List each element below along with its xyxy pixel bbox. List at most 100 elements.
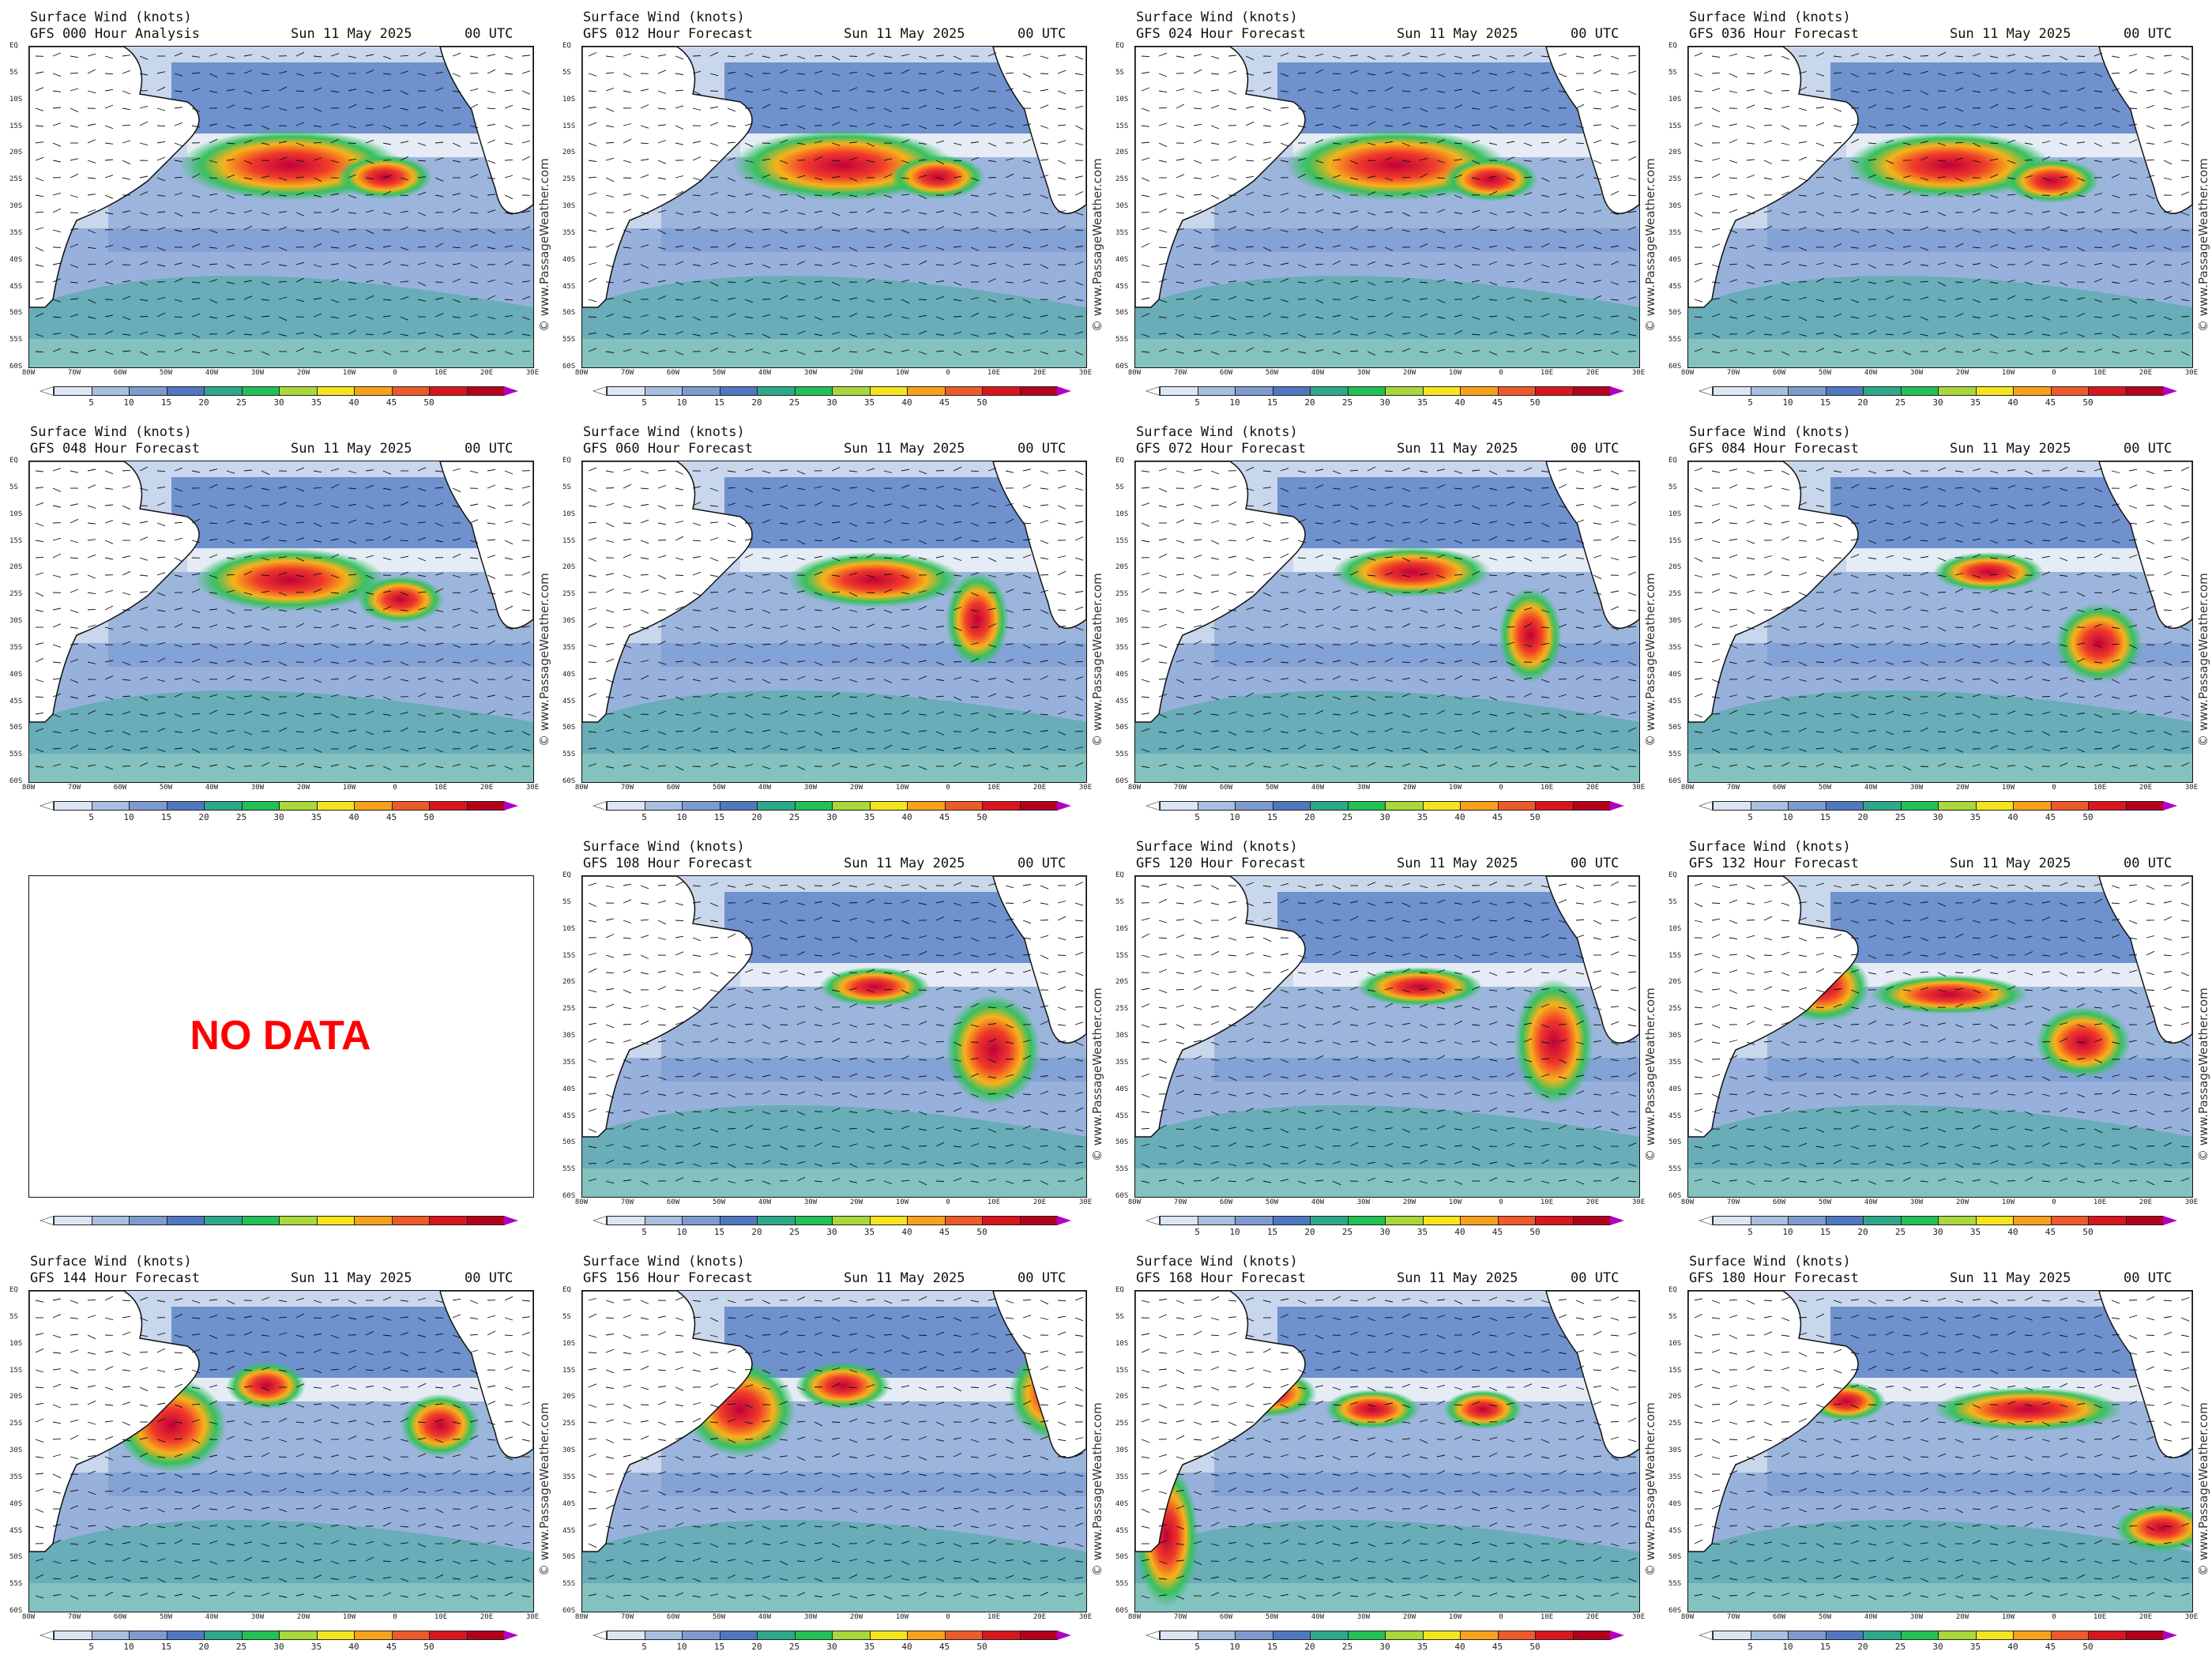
colorbar-tick-label: 35 <box>863 397 875 408</box>
forecast-panel: Surface Wind (knots) GFS 084 Hour Forecas… <box>1659 415 2212 830</box>
longitude-label: 20W <box>1402 369 1416 377</box>
latitude-label: 20S <box>9 1393 23 1401</box>
wind-map <box>581 1290 1087 1612</box>
latitude-label: 10S <box>1668 1339 1682 1348</box>
longitude-label: 20E <box>1033 1198 1047 1206</box>
latitude-label: 20S <box>1115 149 1129 157</box>
longitude-label: 50W <box>1265 1613 1279 1621</box>
colorbar-tick-label: 5 <box>1194 812 1200 822</box>
latitude-label: 25S <box>9 590 23 599</box>
latitude-label: 50S <box>1668 1553 1682 1562</box>
colorbar-segment <box>2050 386 2089 396</box>
latitude-label: 40S <box>562 1499 576 1508</box>
colorbar-segment <box>1197 386 1236 396</box>
credit-text: © www.PassageWeather.com <box>1643 573 1657 747</box>
latitude-label: 50S <box>9 724 23 732</box>
colorbar-segment <box>682 801 720 811</box>
colorbar-segment <box>279 1631 318 1640</box>
longitude-label: 70W <box>1726 369 1740 377</box>
longitude-label: 40W <box>758 1198 772 1206</box>
latitude-label: 35S <box>1668 1473 1682 1481</box>
latitude-label: 60S <box>562 1192 576 1200</box>
latitude-label: 60S <box>562 1607 576 1615</box>
colorbar-segment <box>391 1631 430 1640</box>
latitude-label: 5S <box>9 68 18 77</box>
latitude-label: 50S <box>9 1553 23 1562</box>
latitude-label: 40S <box>9 1499 23 1508</box>
colorbar-tick-label: 25 <box>788 812 800 822</box>
latitude-label: 30S <box>1115 202 1129 210</box>
colorbar-tick-label: 45 <box>939 1227 950 1237</box>
longitude-label: 70W <box>620 1198 634 1206</box>
colorbar-segment <box>1750 1631 1789 1640</box>
colorbar-segment <box>2125 1216 2164 1225</box>
longitude-label: 10E <box>2093 784 2107 792</box>
colorbar-segment <box>241 1216 280 1225</box>
latitude-label: 5S <box>1115 1312 1124 1321</box>
colorbar-segment <box>1347 1216 1386 1225</box>
colorbar-segment <box>1160 801 1198 811</box>
latitude-label: 50S <box>1115 1138 1129 1147</box>
longitude-label: 20E <box>2139 369 2153 377</box>
latitude-label: 55S <box>9 1580 23 1589</box>
colorbar-segment <box>1788 1216 1826 1225</box>
longitude-label: 60W <box>1219 1198 1233 1206</box>
latitude-label: 55S <box>1115 336 1129 344</box>
latitude-label: 5S <box>1115 897 1124 906</box>
forecast-panel: Surface Wind (knots) GFS 132 Hour Forecas… <box>1659 830 2212 1244</box>
longitude-label: 80W <box>1680 1198 1695 1206</box>
wind-speed-colorbar <box>592 386 1071 396</box>
colorbar-segment <box>129 386 167 396</box>
forecast-panel: Surface Wind (knots) GFS 036 Hour Forecas… <box>1659 0 2212 415</box>
colorbar-tick-label: 40 <box>2007 812 2018 822</box>
latitude-label: 30S <box>9 202 23 210</box>
latitude-label: 20S <box>562 1393 576 1401</box>
colorbar-under-arrow <box>592 386 607 396</box>
panel-subtitle: GFS 024 Hour Forecast Sun 11 May 2025 00 U… <box>1136 26 1619 42</box>
latitude-label: 10S <box>9 510 23 518</box>
longitude-label: 60W <box>666 784 680 792</box>
colorbar-over-arrow <box>504 386 518 396</box>
colorbar-segment <box>2088 801 2127 811</box>
latitude-label: 55S <box>1115 750 1129 759</box>
longitude-label: 80W <box>1680 369 1695 377</box>
panel-subtitle: GFS 072 Hour Forecast Sun 11 May 2025 00 U… <box>1136 441 1619 457</box>
longitude-label: 50W <box>1818 784 1832 792</box>
colorbar-tick-label: 5 <box>1747 1227 1753 1237</box>
colorbar-tick-label: 15 <box>713 1642 725 1652</box>
colorbar-tick-label: 45 <box>2045 812 2056 822</box>
colorbar-segment <box>2050 801 2089 811</box>
latitude-label: 30S <box>562 1032 576 1040</box>
colorbar-segment <box>1863 1216 1902 1225</box>
longitude-label: 40W <box>205 784 219 792</box>
panel-title: Surface Wind (knots) <box>583 839 745 855</box>
colorbar-tick-label: 35 <box>1416 397 1428 408</box>
latitude-label: 5S <box>1115 68 1124 77</box>
colorbar-tick-label: 25 <box>1894 1227 1906 1237</box>
latitude-label: 25S <box>1668 175 1682 184</box>
colorbar-tick-label: 25 <box>1341 1642 1353 1652</box>
credit-text: © www.PassageWeather.com <box>1090 1402 1104 1576</box>
colorbar-segment <box>757 386 796 396</box>
longitude-label: 40W <box>1311 369 1325 377</box>
latitude-label: 20S <box>1115 978 1129 987</box>
latitude-label: 45S <box>1115 282 1129 291</box>
colorbar-segment <box>354 1631 393 1640</box>
longitude-label: 20W <box>1402 784 1416 792</box>
valid-time: 00 UTC <box>465 26 514 42</box>
colorbar-tick-label: 10 <box>123 397 134 408</box>
longitude-label: 0 <box>393 369 397 377</box>
latitude-label: 55S <box>1115 1580 1129 1589</box>
colorbar-segment <box>869 801 908 811</box>
colorbar-segment <box>166 1631 205 1640</box>
longitude-label: 60W <box>666 1198 680 1206</box>
colorbar-under-arrow <box>1698 801 1713 811</box>
latitude-label: 10S <box>1668 924 1682 933</box>
longitude-label: 80W <box>574 369 589 377</box>
longitude-label: 30E <box>2184 1613 2199 1621</box>
wind-map <box>581 46 1087 368</box>
latitude-label: 35S <box>562 1473 576 1481</box>
longitude-label: 30E <box>1631 1198 1646 1206</box>
longitude-label: 20E <box>1586 1613 1600 1621</box>
colorbar-segment <box>1938 1216 1977 1225</box>
